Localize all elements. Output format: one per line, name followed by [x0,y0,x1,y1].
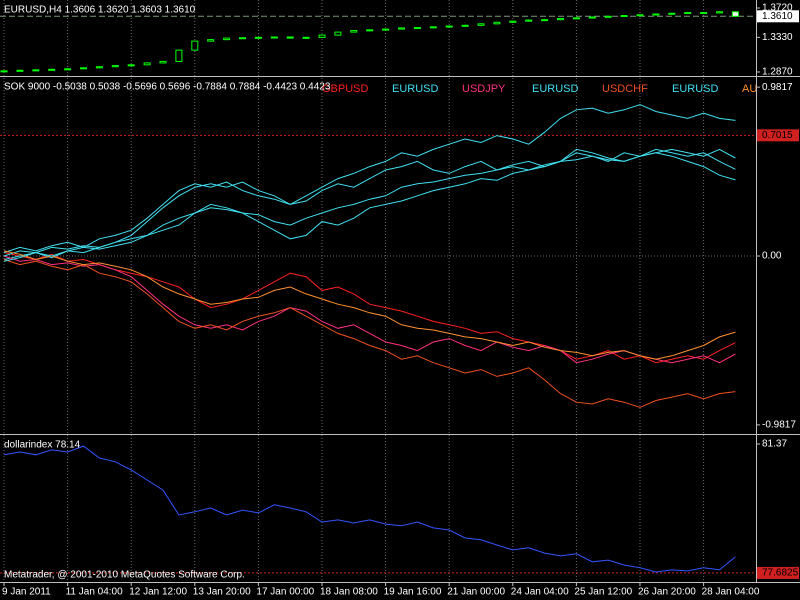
series-line [3,152,736,262]
series-line [3,148,736,257]
legend-entry: GBPUSD [322,83,369,95]
y-tick-label: 1.3720 [762,3,793,14]
series-line [3,250,736,360]
series-line [3,148,736,260]
candle-body [0,70,8,73]
candle-body [620,15,628,18]
candle-body [398,27,405,30]
candle-body [286,36,294,39]
candle-body [572,17,580,20]
candle-body [127,64,135,67]
candle-body [668,12,676,15]
candle-body [477,23,485,26]
level-box [757,566,799,579]
candle-body [716,11,723,14]
grid [0,0,756,582]
x-tick-label: 25 Jan 12:00 [574,587,632,598]
panel-title: SOK 9000 -0.5038 0.5038 -0.5696 0.5696 -… [4,82,331,93]
x-tick-label: 24 Jan 04:00 [511,587,569,598]
candle-body [143,62,151,66]
copyright: Metatrader, @ 2001-2010 MetaQuotes Softw… [4,570,245,581]
series-line [3,104,736,254]
candle-body [636,14,644,17]
y-tick-label: -0.9817 [762,420,796,431]
labels: 9 Jan 2011 11 Jan 04:00 12 Jan 12:00 13 Jan… [2,3,799,598]
x-tick-label: 9 Jan 2011 [2,587,51,598]
candle-body [64,68,72,71]
y-tick-label: 1.2870 [762,67,793,78]
legend-entry: EURUSD [532,83,579,95]
x-tick-label: 13 Jan 20:00 [193,587,251,598]
series-line [3,252,736,364]
candle-body [207,39,215,42]
candle-body [350,30,358,33]
candle-body [239,37,246,40]
y-tick-label: 0.9817 [762,82,793,93]
level-label: 77.6825 [762,568,799,579]
candle-body [191,40,199,51]
candle-body [604,15,612,18]
y-tick-label: 0.00 [762,251,782,262]
x-tick-label: 26 Jan 20:00 [638,587,696,598]
level-box [757,129,799,142]
candle-body [461,24,469,27]
x-tick-label: 17 Jan 00:00 [256,587,314,598]
candle-body [16,69,24,72]
legend-entry: EURUSD [672,83,719,95]
y-tick-label: 81.37 [762,439,787,450]
candle-body [509,20,517,23]
candle-body [270,36,278,39]
candle-body [32,69,40,72]
legend-entry: USDCHF [602,83,648,95]
x-tick-label: 28 Jan 04:00 [702,587,760,598]
candle-body [382,28,390,31]
series-line [3,445,736,573]
candle-body [588,16,596,19]
current-price-box [757,10,799,23]
candle-body [80,67,87,70]
candle-body [541,19,549,22]
panel-title: dollarindex 78.14 [4,440,81,451]
candle-body [95,66,103,69]
series-line [3,255,736,364]
legend-entry: EURUSD [392,83,439,95]
candle-body [159,60,167,64]
candle-body [366,29,374,32]
candle-body [525,19,533,22]
candle-body [111,65,119,68]
candle-body [334,31,342,36]
y-tick-label: 1.3330 [762,32,793,43]
candle-body [445,25,453,28]
x-tick-label: 12 Jan 12:00 [129,587,187,598]
x-tick-label: 18 Jan 08:00 [320,587,378,598]
legend-entry: USDJPY [462,83,506,95]
candle-body [429,26,437,29]
candle-body [684,12,692,15]
candle-body [413,27,421,30]
x-tick-label: 19 Jan 16:00 [384,587,442,598]
x-tick-label: 21 Jan 00:00 [447,587,505,598]
candle-body [175,49,183,62]
x-tick-label: 11 Jan 04:00 [66,587,124,598]
level-label: 0.7015 [762,130,793,141]
panel-title: EURUSD,H4 1.3606 1.3620 1.3603 1.3610 [4,5,196,16]
candle-body [700,12,708,15]
candle-body [48,68,56,71]
candle-body [731,11,739,17]
candle-body [557,18,564,21]
legend-entry: AU [742,83,757,95]
candle-body [493,21,501,25]
current-price-label: 1.3610 [762,11,793,22]
candle-body [254,36,262,39]
plots: GBPUSD EURUSD USDJPY EURUSD USDCHF EURUSD AU [0,11,757,573]
candle-body [318,34,326,38]
candle-body [652,13,660,16]
candle-body [223,37,231,41]
series-line [3,259,736,408]
candle-body [302,36,310,39]
